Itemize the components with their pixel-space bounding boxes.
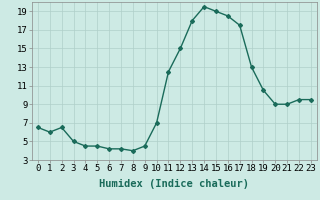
- X-axis label: Humidex (Indice chaleur): Humidex (Indice chaleur): [100, 179, 249, 189]
